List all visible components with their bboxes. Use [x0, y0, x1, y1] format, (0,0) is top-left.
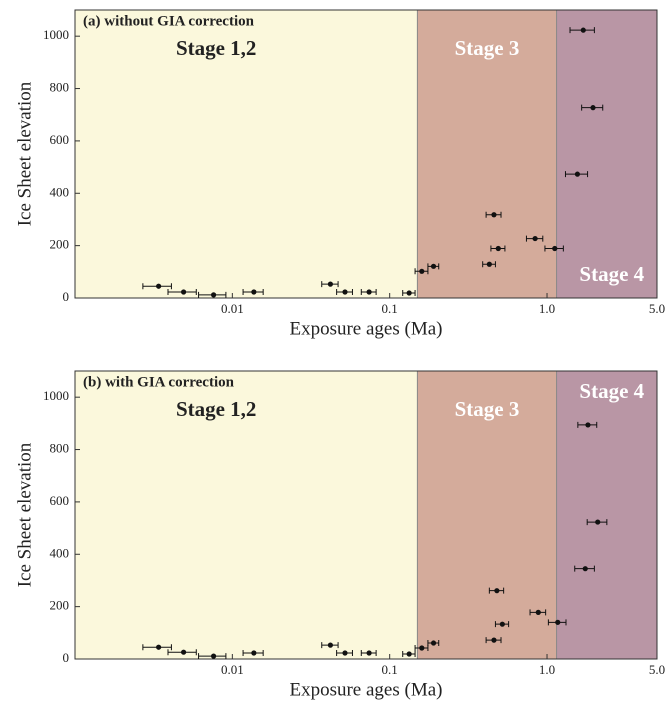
plot-frame — [74, 9, 658, 299]
y-tick-label: 400 — [50, 184, 70, 199]
point — [406, 290, 412, 296]
y-tick-label: 800 — [50, 441, 70, 456]
point — [156, 283, 162, 289]
panel-title: (b) with GIA correction — [83, 374, 235, 390]
point — [210, 292, 217, 298]
point — [430, 263, 437, 269]
stage-region — [556, 371, 657, 659]
x-tick-label: 0.1 — [382, 301, 398, 316]
point — [210, 653, 217, 659]
y-tick-label: 1000 — [43, 388, 69, 403]
point — [430, 640, 437, 646]
stage-label: Stage 3 — [455, 397, 520, 421]
x-axis-title: Exposure ages (Ma) — [289, 318, 442, 339]
point — [595, 519, 601, 525]
point — [580, 27, 586, 33]
y-tick-label: 800 — [50, 80, 70, 95]
y-tick-label: 600 — [50, 132, 70, 147]
x-tick-label: 5.0 — [649, 662, 665, 677]
plot-frame — [74, 370, 658, 660]
y-tick-label: 0 — [63, 650, 70, 665]
y-axis-title: Ice Sheet elevation — [14, 81, 35, 226]
y-tick-label: 600 — [50, 493, 70, 508]
point — [535, 609, 541, 615]
y-tick-label: 200 — [50, 598, 70, 613]
point — [419, 268, 425, 274]
stage-region — [556, 10, 657, 298]
x-tick-label: 0.1 — [382, 662, 398, 677]
point — [156, 644, 162, 650]
point — [582, 566, 588, 572]
point — [366, 650, 372, 656]
stage-region — [417, 371, 557, 659]
point — [532, 235, 538, 242]
stage-label: Stage 1,2 — [176, 36, 257, 60]
y-tick-label: 0 — [63, 289, 70, 304]
point — [491, 212, 497, 218]
x-tick-label: 5.0 — [649, 301, 665, 316]
point — [494, 588, 500, 594]
point — [555, 619, 561, 625]
point — [574, 171, 581, 177]
x-tick-label: 1.0 — [539, 301, 555, 316]
y-axis-title: Ice Sheet elevation — [14, 442, 35, 587]
point — [342, 289, 348, 295]
x-tick-label: 1.0 — [539, 662, 555, 677]
stage-region — [417, 10, 557, 298]
panel-title: (a) without GIA correction — [83, 13, 255, 29]
point — [180, 289, 187, 295]
point — [406, 651, 412, 657]
point — [251, 289, 257, 295]
x-axis-title: Exposure ages (Ma) — [289, 679, 442, 700]
x-tick-label: 0.01 — [221, 662, 244, 677]
y-tick-label: 1000 — [43, 27, 69, 42]
point — [327, 281, 334, 287]
point — [342, 650, 348, 656]
y-tick-label: 200 — [50, 237, 70, 252]
stage-region — [75, 371, 418, 659]
point — [495, 245, 501, 252]
point — [486, 261, 492, 267]
point — [491, 637, 497, 643]
point — [327, 642, 334, 648]
stage-label: Stage 4 — [579, 379, 644, 403]
stage-label: Stage 1,2 — [176, 397, 257, 421]
point — [419, 645, 425, 651]
point — [585, 422, 591, 428]
x-tick-label: 0.01 — [221, 301, 244, 316]
point — [180, 649, 187, 655]
point — [499, 621, 505, 627]
point — [590, 105, 596, 111]
point — [251, 650, 257, 656]
stage-region — [75, 10, 418, 298]
point — [552, 245, 558, 252]
stage-label: Stage 3 — [455, 36, 520, 60]
stage-label: Stage 4 — [579, 262, 644, 286]
y-tick-label: 400 — [50, 545, 70, 560]
point — [366, 289, 372, 295]
